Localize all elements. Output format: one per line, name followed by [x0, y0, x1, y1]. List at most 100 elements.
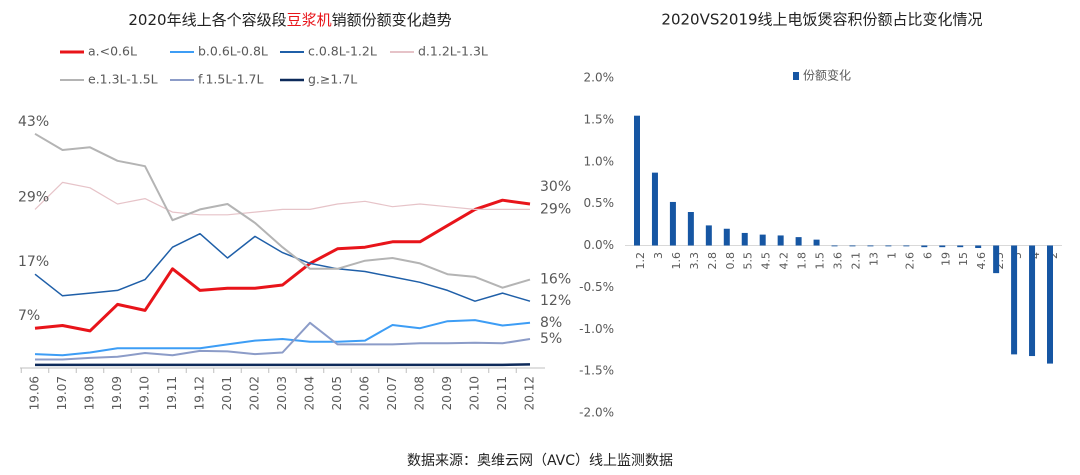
y-tick-label: -0.5% [579, 280, 614, 294]
x-tick-label: 2.8 [706, 252, 719, 270]
data-label: 8% [540, 315, 562, 331]
bar [777, 235, 784, 246]
y-tick-label: 0.0% [584, 238, 615, 252]
legend-label: d.1.2L-1.3L [418, 44, 488, 59]
line-series [34, 181, 530, 216]
bar [723, 228, 730, 246]
x-tick-label: 4.5 [760, 252, 773, 270]
legend-label: a.<0.6L [88, 44, 137, 59]
x-tick-label: 5.5 [742, 252, 755, 270]
bar [885, 245, 892, 247]
x-tick-label: 1.5 [814, 252, 827, 270]
legend-label: 份额变化 [803, 68, 851, 83]
x-tick-label: 0.8 [724, 252, 737, 270]
line-series [34, 132, 531, 289]
x-tick-label: 2 [1047, 252, 1060, 259]
x-tick-label: 4.2 [778, 252, 791, 270]
legend-label: b.0.6L-0.8L [198, 44, 268, 59]
bar [795, 237, 802, 246]
bar [993, 245, 1000, 274]
x-tick-label: 19.08 [83, 376, 97, 410]
x-tick-label: 19.11 [165, 376, 179, 410]
bar [705, 225, 712, 246]
x-tick-label: 20.11 [495, 376, 509, 410]
bar [651, 172, 658, 246]
x-tick-label: 4.6 [975, 252, 988, 270]
data-label: 5% [540, 331, 562, 347]
x-tick-label: 2.6 [903, 252, 916, 270]
x-tick-label: 3.3 [688, 252, 701, 270]
x-tick-label: 20.09 [440, 376, 454, 410]
y-tick-label: -1.0% [579, 322, 614, 336]
bar [921, 245, 928, 248]
legend-label: g.≥1.7L [308, 72, 357, 87]
bar [1011, 245, 1018, 355]
bar [867, 245, 874, 247]
x-tick-label: 3 [652, 252, 665, 259]
x-tick-label: 1 [885, 252, 898, 259]
data-label: 30% [540, 179, 571, 195]
x-tick-label: 20.02 [248, 376, 262, 410]
x-tick-label: 20.01 [220, 376, 234, 410]
legend-swatch [793, 72, 799, 80]
x-tick-label: 1.6 [670, 252, 683, 270]
bar [741, 232, 748, 246]
x-tick-label: 2.1 [849, 252, 862, 270]
bar [1029, 245, 1036, 357]
bar [813, 239, 820, 246]
line-series [34, 319, 531, 357]
x-tick-label: 20.12 [523, 376, 537, 410]
x-tick-label: 20.04 [303, 376, 317, 410]
data-label: 16% [540, 272, 571, 288]
x-tick-label: 4 [1029, 252, 1042, 259]
bar [939, 245, 946, 248]
x-tick-label: 6 [921, 252, 934, 259]
bar [975, 245, 982, 249]
x-tick-label: 19.12 [193, 376, 207, 410]
x-tick-label: 20.06 [358, 376, 372, 410]
bar [759, 234, 766, 246]
y-tick-label: -2.0% [579, 406, 614, 420]
bar [634, 115, 640, 246]
source-note: 数据来源：奥维云网（AVC）线上监测数据 [407, 452, 673, 469]
line-series [35, 321, 531, 361]
x-tick-label: 19 [939, 252, 952, 266]
x-tick-label: 1.2 [634, 252, 647, 270]
y-tick-label: -1.5% [579, 364, 614, 378]
bar [669, 201, 676, 246]
y-tick-label: 2.0% [584, 71, 615, 85]
bar [903, 245, 910, 247]
data-label: 7% [18, 308, 40, 324]
x-tick-label: 19.10 [138, 376, 152, 410]
line-series [35, 363, 531, 367]
x-tick-label: 3.6 [832, 252, 845, 270]
data-label: 43% [18, 114, 49, 130]
legend-label: c.0.8L-1.2L [308, 44, 377, 59]
x-tick-label: 19.06 [28, 376, 42, 410]
x-tick-label: 20.07 [385, 376, 399, 410]
left-title: 2020年线上各个容级段豆浆机销额份额变化趋势 [128, 11, 451, 29]
x-tick-label: 15 [957, 252, 970, 266]
data-label: 12% [540, 293, 571, 309]
line-series [34, 198, 531, 333]
bar [1047, 245, 1053, 364]
data-label: 29% [540, 201, 571, 217]
bar [849, 245, 856, 247]
bar [687, 212, 694, 246]
legend-label: e.1.3L-1.5L [88, 72, 158, 87]
x-tick-label: 20.08 [413, 376, 427, 410]
x-tick-label: 20.03 [275, 376, 289, 410]
bar [831, 245, 838, 247]
x-tick-label: 19.09 [110, 376, 124, 410]
y-tick-label: 1.5% [584, 112, 615, 126]
x-tick-label: 1.8 [796, 252, 809, 270]
data-label: 17% [18, 254, 49, 270]
x-tick-label: 20.10 [468, 376, 482, 410]
data-label: 29% [18, 189, 49, 205]
x-tick-label: 13 [867, 252, 880, 266]
x-tick-label: 20.05 [330, 376, 344, 410]
bar [957, 245, 964, 248]
x-tick-label: 5 [1011, 252, 1024, 259]
y-tick-label: 0.5% [584, 196, 615, 210]
